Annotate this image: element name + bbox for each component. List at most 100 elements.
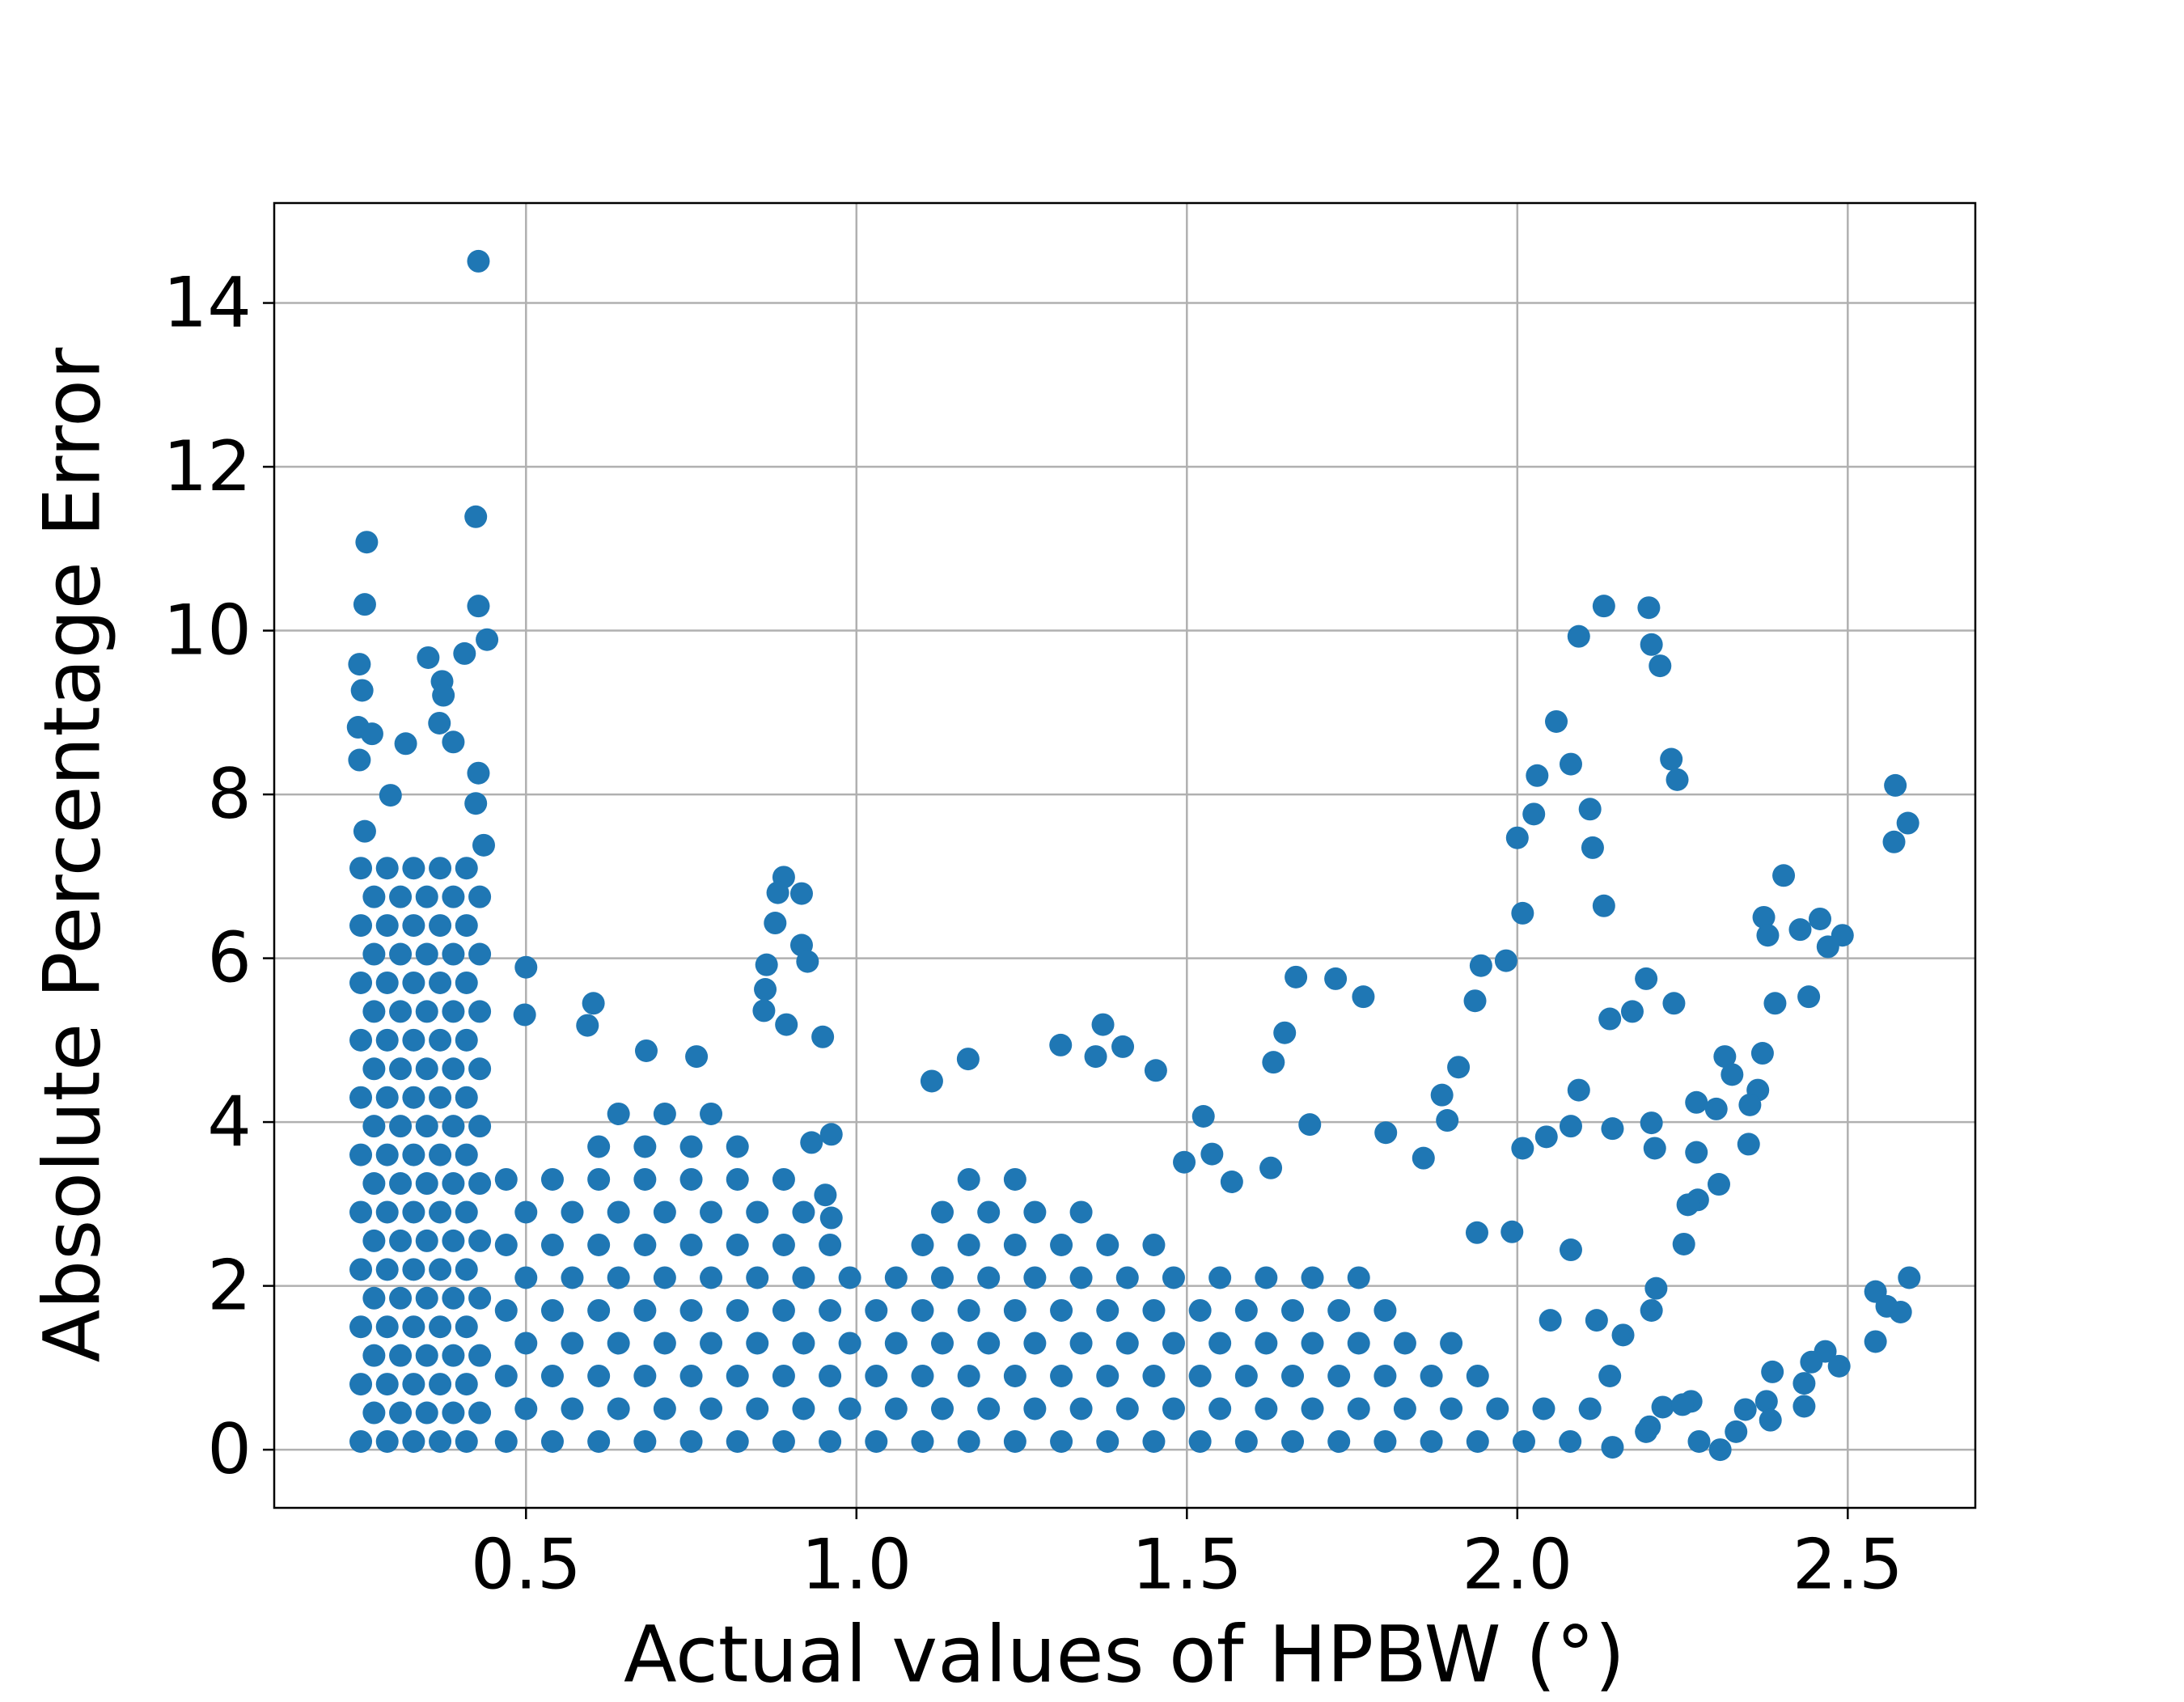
scatter-point <box>819 1206 843 1230</box>
scatter-point <box>754 978 777 1001</box>
scatter-point <box>1713 1045 1737 1069</box>
scatter-point <box>1393 1332 1416 1355</box>
scatter-point <box>653 1102 676 1125</box>
scatter-point <box>349 1429 373 1453</box>
scatter-point <box>540 1233 564 1256</box>
scatter-point <box>1191 1104 1215 1128</box>
scatter-point <box>814 1183 837 1207</box>
scatter-point <box>429 1429 452 1453</box>
scatter-point <box>455 971 478 994</box>
scatter-point <box>432 684 455 707</box>
scatter-point <box>467 249 490 273</box>
x-tick-label: 1.0 <box>801 1524 912 1605</box>
scatter-point <box>865 1429 888 1453</box>
scatter-point <box>494 1233 518 1256</box>
scatter-point <box>726 1233 749 1256</box>
scatter-point <box>1809 907 1832 930</box>
scatter-point <box>607 1266 630 1289</box>
scatter-point <box>1640 1111 1663 1135</box>
scatter-point <box>587 1233 611 1256</box>
scatter-point <box>468 1000 492 1023</box>
scatter-point <box>442 1172 465 1196</box>
scatter-point <box>838 1332 861 1355</box>
scatter-point <box>1592 595 1615 618</box>
scatter-point <box>442 1057 465 1081</box>
scatter-point <box>911 1298 934 1322</box>
scatter-point <box>653 1332 676 1355</box>
scatter-point <box>379 784 402 807</box>
scatter-point <box>957 1167 980 1191</box>
scatter-point <box>977 1266 1001 1289</box>
x-tick-label: 2.0 <box>1462 1524 1572 1605</box>
scatter-point <box>1096 1298 1120 1322</box>
scatter-point <box>389 1057 413 1081</box>
scatter-point <box>415 1401 438 1425</box>
scatter-point <box>1023 1200 1047 1224</box>
scatter-point <box>1704 1097 1728 1120</box>
scatter-point <box>633 1135 657 1158</box>
scatter-point <box>402 1429 425 1453</box>
scatter-point <box>1601 1117 1624 1141</box>
scatter-point <box>792 1332 815 1355</box>
scatter-point <box>746 1200 769 1224</box>
scatter-point <box>1598 1007 1622 1031</box>
scatter-point <box>415 1229 438 1252</box>
scatter-point <box>1393 1397 1416 1420</box>
scatter-point <box>1115 1332 1139 1355</box>
scatter-point <box>1567 1078 1590 1102</box>
scatter-point <box>1637 596 1661 620</box>
scatter-point <box>415 1172 438 1196</box>
scatter-point <box>931 1397 954 1420</box>
scatter-point <box>1687 1429 1711 1453</box>
scatter-point <box>726 1135 749 1158</box>
scatter-point <box>931 1266 954 1289</box>
scatter-point <box>468 1057 492 1081</box>
scatter-point <box>1115 1397 1139 1420</box>
scatter-point <box>772 1167 795 1191</box>
scatter-point <box>1725 1420 1748 1443</box>
y-tick-label: 2 <box>207 1246 252 1327</box>
scatter-point <box>1896 811 1919 835</box>
scatter-point <box>792 1200 815 1224</box>
scatter-point <box>1466 1429 1489 1453</box>
scatter-point <box>1761 1360 1784 1383</box>
scatter-point <box>415 1286 438 1310</box>
scatter-point <box>819 1123 843 1146</box>
scatter-point <box>1255 1332 1278 1355</box>
scatter-point <box>1262 1051 1285 1074</box>
scatter-point <box>1756 924 1780 947</box>
scatter-point <box>1069 1266 1093 1289</box>
scatter-point <box>1598 1364 1622 1387</box>
scatter-point <box>792 1397 815 1420</box>
scatter-point <box>402 1086 425 1109</box>
scatter-point <box>1611 1323 1635 1347</box>
scatter-point <box>1463 989 1487 1013</box>
scatter-point <box>1649 654 1672 678</box>
scatter-point <box>1023 1397 1047 1420</box>
scatter-point <box>429 971 452 994</box>
scatter-point <box>726 1167 749 1191</box>
scatter-point <box>349 1028 373 1052</box>
scatter-point <box>1440 1332 1463 1355</box>
scatter-point <box>1173 1150 1196 1174</box>
scatter-point <box>587 1364 611 1387</box>
scatter-point <box>429 1200 452 1224</box>
scatter-point <box>633 1233 657 1256</box>
scatter-point <box>1327 1364 1351 1387</box>
scatter-point <box>1666 768 1689 791</box>
y-tick-label: 0 <box>207 1409 252 1490</box>
scatter-point <box>1559 1238 1582 1262</box>
grid <box>274 203 1975 1508</box>
scatter-point <box>1096 1233 1120 1256</box>
scatter-point <box>766 881 789 904</box>
scatter-point <box>429 1258 452 1281</box>
scatter-point <box>1373 1298 1397 1322</box>
scatter-point <box>561 1200 584 1224</box>
scatter-point <box>362 1115 386 1138</box>
scatter-point <box>1142 1233 1166 1256</box>
scatter-point <box>1069 1397 1093 1420</box>
scatter-point <box>587 1429 611 1453</box>
scatter-point <box>1208 1332 1232 1355</box>
scatter-point <box>792 1266 815 1289</box>
scatter-point <box>472 833 495 857</box>
